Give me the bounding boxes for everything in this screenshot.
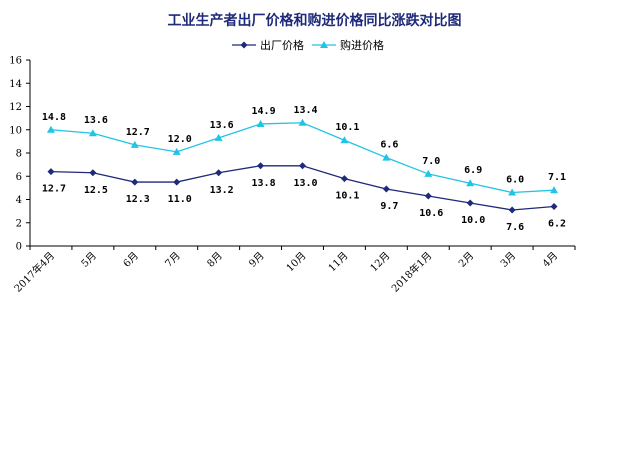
data-point-2 bbox=[382, 153, 391, 161]
legend-marker-1 bbox=[240, 41, 248, 49]
data-label: 12.7 bbox=[42, 184, 66, 195]
x-tick-label: 7月 bbox=[163, 250, 183, 270]
x-tick-label: 4月 bbox=[540, 250, 560, 270]
data-point-1 bbox=[340, 175, 348, 183]
data-label: 6.2 bbox=[548, 218, 566, 229]
data-label: 13.4 bbox=[293, 105, 317, 116]
data-point-1 bbox=[508, 206, 516, 214]
data-label: 13.8 bbox=[252, 178, 276, 189]
data-label: 13.6 bbox=[210, 120, 234, 131]
x-tick-label: 6月 bbox=[121, 250, 141, 270]
x-tick-label: 8月 bbox=[205, 250, 225, 270]
y-tick-label: 14 bbox=[9, 79, 22, 90]
legend-item-2: 购进价格 bbox=[340, 38, 384, 52]
y-tick-label: 0 bbox=[16, 242, 22, 253]
y-tick-label: 8 bbox=[16, 149, 22, 160]
data-point-1 bbox=[215, 169, 223, 177]
data-label: 10.1 bbox=[335, 122, 359, 133]
data-point-2 bbox=[466, 179, 475, 187]
data-point-2 bbox=[46, 125, 55, 133]
x-tick-label: 2018年1月 bbox=[389, 249, 435, 295]
data-label: 13.2 bbox=[210, 185, 234, 196]
data-point-1 bbox=[466, 199, 474, 207]
data-label: 12.3 bbox=[126, 194, 150, 205]
data-point-1 bbox=[173, 178, 181, 186]
data-label: 12.7 bbox=[126, 127, 150, 138]
chart-title: 工业生产者出厂价格和购进价格同比涨跌对比图 bbox=[167, 13, 462, 29]
data-point-1 bbox=[382, 185, 390, 193]
data-point-1 bbox=[47, 168, 55, 176]
data-point-1 bbox=[299, 162, 306, 170]
data-point-2 bbox=[508, 188, 517, 196]
data-label: 12.5 bbox=[84, 185, 108, 196]
data-point-1 bbox=[131, 178, 139, 186]
x-tick-label: 11月 bbox=[326, 250, 351, 275]
legend-item-1: 出厂价格 bbox=[260, 38, 304, 52]
data-point-2 bbox=[550, 186, 559, 194]
x-tick-label: 2017年4月 bbox=[11, 249, 57, 295]
x-tick-label: 3月 bbox=[498, 250, 518, 270]
data-label: 6.6 bbox=[380, 140, 398, 151]
data-label: 14.9 bbox=[252, 106, 276, 117]
data-point-2 bbox=[214, 133, 223, 141]
y-tick-label: 4 bbox=[16, 195, 22, 206]
data-point-2 bbox=[298, 118, 307, 126]
y-tick-label: 2 bbox=[16, 218, 22, 229]
data-point-1 bbox=[89, 169, 97, 177]
data-point-1 bbox=[424, 192, 432, 200]
data-point-2 bbox=[340, 136, 349, 144]
data-point-2 bbox=[424, 169, 433, 177]
data-label: 7.0 bbox=[422, 156, 440, 167]
y-tick-label: 6 bbox=[16, 172, 22, 183]
data-point-2 bbox=[130, 140, 139, 148]
data-label: 7.6 bbox=[506, 222, 524, 233]
data-point-2 bbox=[256, 119, 265, 127]
data-point-1 bbox=[257, 162, 265, 170]
data-label: 13.6 bbox=[84, 115, 108, 126]
data-label: 6.0 bbox=[506, 175, 524, 186]
x-tick-label: 9月 bbox=[247, 250, 267, 270]
data-label: 6.9 bbox=[464, 165, 482, 176]
data-label: 13.0 bbox=[293, 178, 317, 189]
data-label: 10.0 bbox=[461, 215, 485, 226]
data-label: 11.0 bbox=[168, 194, 192, 205]
x-tick-label: 10月 bbox=[284, 250, 309, 275]
legend-marker-2 bbox=[320, 41, 328, 48]
data-label: 10.1 bbox=[335, 191, 359, 202]
data-point-2 bbox=[172, 147, 181, 155]
x-tick-label: 2月 bbox=[456, 250, 476, 270]
data-label: 7.1 bbox=[548, 172, 566, 183]
data-label: 10.6 bbox=[419, 208, 443, 219]
y-tick-label: 16 bbox=[9, 56, 22, 67]
x-tick-label: 12月 bbox=[368, 250, 393, 275]
y-tick-label: 10 bbox=[9, 125, 22, 136]
data-label: 14.8 bbox=[42, 112, 66, 123]
data-label: 12.0 bbox=[168, 134, 192, 145]
data-label: 9.7 bbox=[380, 201, 398, 212]
data-point-1 bbox=[550, 202, 558, 210]
data-point-2 bbox=[88, 129, 97, 137]
x-tick-label: 5月 bbox=[79, 250, 99, 270]
y-tick-label: 12 bbox=[9, 102, 22, 113]
